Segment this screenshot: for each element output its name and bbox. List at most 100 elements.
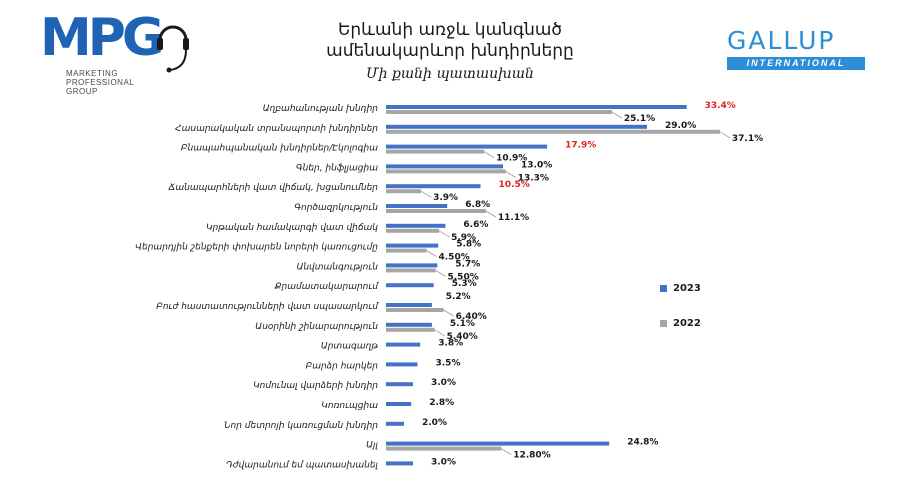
mpg-tagline: MARKETING PROFESSIONAL GROUP [66,69,134,96]
leader-line-2022 [500,448,512,455]
value-label-2023: 13.0% [521,160,552,170]
leader-line-2022 [443,309,454,317]
bar-2023 [386,243,439,248]
mpg-logo: MPG MARKETING PROFESSIONAL GROUP [40,6,190,106]
bar-2023 [386,421,404,426]
bar-2023 [386,223,446,228]
bar-2023 [386,164,503,169]
value-label-2022: 3.9% [433,193,458,203]
category-label: Ասօրինի շինարարություն [255,322,378,332]
category-label: Աղբահանության խնդիր [263,104,379,114]
value-label-2022: 4.50% [439,253,470,263]
bar-chart: Աղբահանության խնդիր 33.4% 25.1% Հասարակական… [135,101,763,470]
bar-2022 [386,446,502,451]
value-label-2023: 5.7% [455,259,480,269]
value-label-2023: 3.5% [436,358,461,368]
category-label: Այլ [366,441,378,451]
value-label-2023: 29.0% [665,121,696,131]
value-label-2022: 5.50% [448,272,479,282]
value-label-2022: 13.3% [518,173,549,183]
bar-2023 [386,283,434,288]
bar-2023 [386,144,548,149]
category-label: Գործազրկություն [294,203,378,213]
leader-line-2022 [434,329,445,337]
category-label: Կրթական համակարգի վատ վիճակ [206,223,378,233]
category-label: Հասարակական տրանսպորտի խնդիրներ [175,124,378,134]
category-label: Բնապահպանական խնդիրներ/Էկոլոգիա [181,144,378,154]
leader-line-2022 [485,210,497,218]
mpg-logo-letters: MPG [40,8,165,68]
value-label-2023: 10.5% [499,180,530,190]
leader-line-2022 [435,270,446,277]
legend-swatch-2023 [660,285,667,292]
value-label-2022: 5.9% [451,233,476,243]
bar-2023 [386,303,432,307]
value-label-2023: 3.0% [431,378,456,388]
value-label-2023: 5.3% [452,279,477,289]
value-label-2023: 3.0% [431,457,456,467]
gallup-logo-word: GALLUP [727,26,836,55]
bar-2023 [386,322,432,327]
leader-line-2022 [420,190,432,198]
bar-2022 [386,308,444,312]
category-label: Ճանապարհների վատ վիճակ, խցանումներ [167,183,378,193]
leader-line-2022 [426,250,437,257]
value-label-2022: 5.2% [446,292,471,302]
bar-2023 [386,263,438,268]
bar-2023 [386,184,481,189]
value-label-2022: 37.1% [732,134,763,144]
value-label-2023: 17.9% [565,141,596,151]
value-label-2022: 11.1% [498,213,529,223]
leader-line-2022 [438,230,450,238]
bar-2023 [386,124,647,129]
value-label-2022: 10.9% [496,154,527,164]
value-label-2023: 3.8% [438,339,463,349]
category-label: Քրամատակարարում [274,282,380,292]
chart-title-line-2: ամենակարևոր խնդիրները [326,41,574,61]
headset-icon [157,25,189,73]
value-label-2022: 25.1% [624,114,655,124]
chart-subtitle: Մի քանի պատասխան [366,66,534,82]
category-label: Արտագաղթ [321,342,379,352]
bar-2022 [386,209,486,213]
category-label: Բարձր հարկեր [306,361,379,371]
value-label-2023: 2.0% [422,418,447,428]
value-label-2023: 24.8% [627,438,658,448]
leader-line-2022 [719,131,731,139]
value-label-2023: 33.4% [705,101,736,111]
bar-2023 [386,461,413,466]
bar-2023 [386,105,687,109]
legend-swatch-2022 [660,320,667,327]
category-label: Կոմունալ վարձերի խնդիր [253,381,378,391]
value-label-2023: 5.1% [450,319,475,329]
value-label-2023: 6.8% [465,200,490,210]
gallup-logo-band: INTERNATIONAL [727,57,865,70]
chart-title-line-1: Երևանի առջև կանգնած [337,20,563,40]
bar-2022 [386,327,435,332]
bar-2023 [386,382,413,387]
value-label-2023: 6.6% [463,220,488,230]
bar-2023 [386,204,448,208]
leader-line-2022 [505,171,516,178]
value-label-2022: 12.80% [513,451,551,461]
category-label: Գներ, ինֆլյացիա [296,163,378,173]
legend-label-2022: 2022 [673,318,701,329]
leader-line-2022 [483,151,495,158]
legend-item-2022: 2022 [660,318,701,329]
category-label: Դժվարանում եմ պատասխանել [226,460,379,470]
mpg-tagline-line: PROFESSIONAL [66,78,135,87]
value-label-2023: 2.8% [429,398,454,408]
category-label: Անվտանգություն [296,262,378,272]
bar-2023 [386,362,418,367]
chart-title-block: Երևանի առջև կանգնած ամենակարևոր խնդիրներ… [200,20,700,84]
legend-item-2023: 2023 [660,283,701,294]
bar-2023 [386,402,412,406]
bar-2023 [386,342,421,347]
bar-2022 [386,110,612,114]
bar-2022 [386,129,720,134]
category-label: Կոռուպցիա [321,401,378,411]
bar-2023 [386,441,610,446]
gallup-logo: GALLUP INTERNATIONAL [727,27,865,75]
value-label-2022: 6.40% [456,312,487,322]
value-label-2023: 5.8% [456,240,481,250]
